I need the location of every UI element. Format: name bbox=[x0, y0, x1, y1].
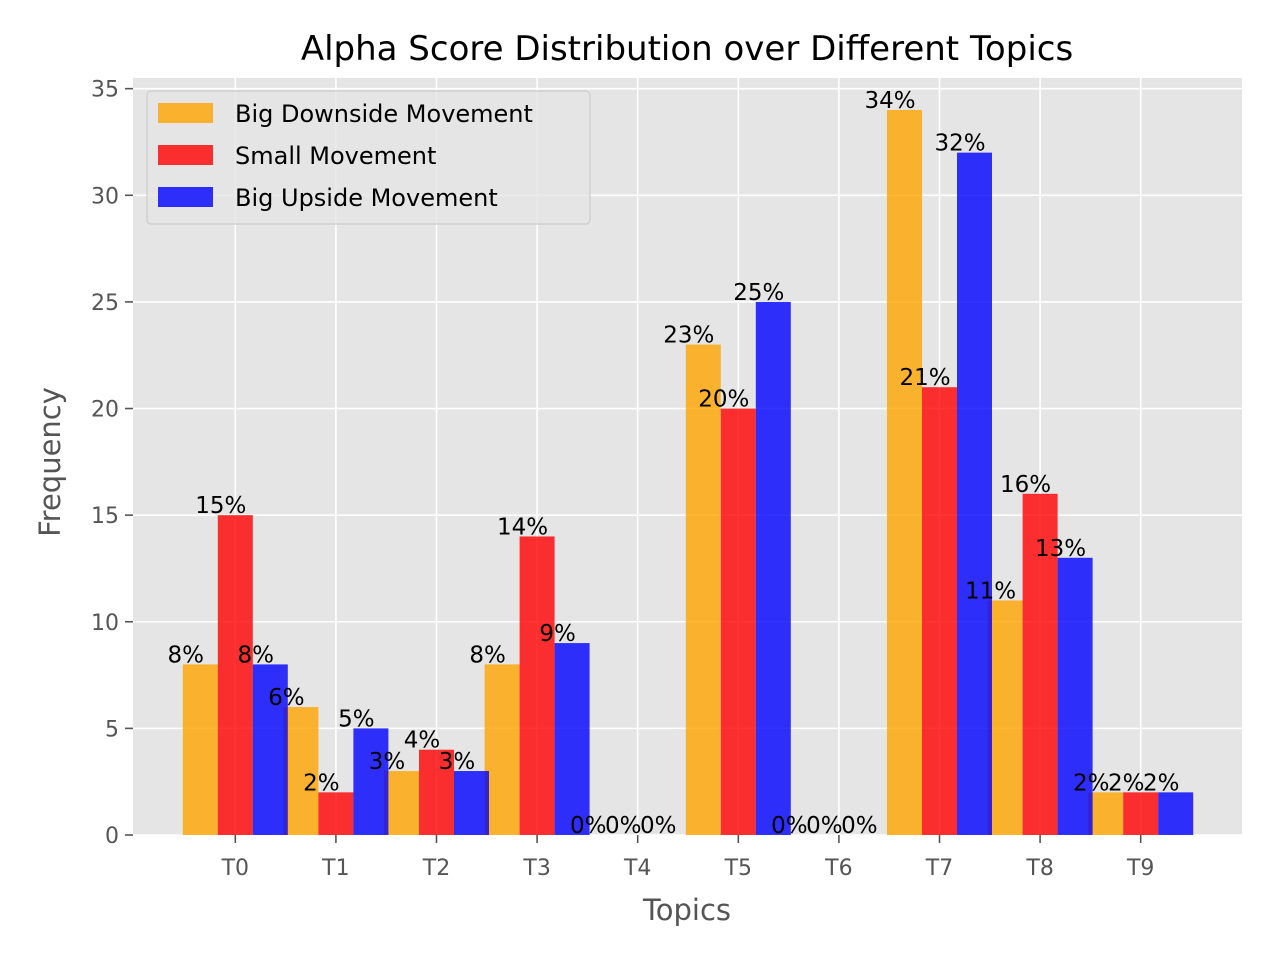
data-label: 23% bbox=[663, 323, 714, 349]
x-tick-label: T5 bbox=[724, 856, 752, 881]
data-label: 2% bbox=[1108, 770, 1145, 796]
x-tick-label: T8 bbox=[1025, 856, 1053, 881]
data-label: 0% bbox=[771, 813, 808, 839]
data-label: 0% bbox=[640, 813, 677, 839]
x-tick-label: T9 bbox=[1126, 856, 1154, 881]
bar bbox=[454, 771, 489, 835]
legend-label: Small Movement bbox=[235, 142, 436, 170]
bar bbox=[987, 600, 1023, 835]
x-tick-label: T3 bbox=[522, 856, 550, 881]
data-label: 6% bbox=[268, 685, 305, 711]
data-label: 8% bbox=[168, 642, 205, 668]
x-tick-label: T1 bbox=[321, 856, 349, 881]
bar bbox=[887, 109, 922, 836]
bar bbox=[519, 536, 555, 835]
bar bbox=[283, 707, 319, 835]
data-label: 8% bbox=[238, 642, 275, 668]
bar bbox=[1158, 792, 1194, 835]
data-label: 16% bbox=[1000, 472, 1051, 498]
bar bbox=[252, 664, 288, 835]
bar bbox=[685, 344, 721, 835]
x-tick-label: T4 bbox=[623, 856, 651, 881]
x-tick-label: T7 bbox=[925, 856, 953, 881]
y-tick-label: 0 bbox=[105, 824, 119, 849]
y-tick-label: 10 bbox=[91, 611, 119, 636]
data-label: 11% bbox=[965, 578, 1016, 604]
y-tick-label: 30 bbox=[91, 184, 119, 209]
data-label: 4% bbox=[404, 728, 441, 754]
x-tick-label: T6 bbox=[824, 856, 852, 881]
legend-swatch bbox=[158, 187, 213, 207]
data-label: 34% bbox=[864, 88, 915, 114]
data-label: 13% bbox=[1035, 536, 1086, 562]
data-label: 0% bbox=[570, 813, 607, 839]
data-label: 3% bbox=[439, 749, 476, 775]
data-label: 2% bbox=[1073, 770, 1110, 796]
bar bbox=[1123, 792, 1159, 835]
bar bbox=[217, 515, 253, 835]
bar bbox=[1022, 493, 1058, 835]
legend: Big Downside Movement Small Movement Big U… bbox=[146, 90, 591, 225]
data-label: 9% bbox=[539, 621, 576, 647]
legend-label: Big Downside Movement bbox=[235, 100, 533, 128]
data-label: 14% bbox=[497, 514, 548, 540]
bars bbox=[182, 109, 1194, 836]
data-label: 0% bbox=[841, 813, 878, 839]
bar bbox=[720, 408, 756, 835]
data-label: 0% bbox=[806, 813, 843, 839]
bar bbox=[419, 749, 454, 835]
chart-title: Alpha Score Distribution over Different … bbox=[301, 29, 1073, 69]
bar bbox=[957, 152, 992, 836]
y-axis-label: Frequency bbox=[33, 387, 67, 537]
data-label: 32% bbox=[934, 131, 985, 157]
bar bbox=[922, 387, 957, 835]
data-label: 5% bbox=[338, 706, 375, 732]
bar bbox=[353, 728, 389, 835]
bar bbox=[755, 301, 791, 836]
data-label: 20% bbox=[698, 387, 749, 413]
bar bbox=[318, 792, 354, 835]
data-label: 15% bbox=[195, 493, 246, 519]
data-labels: 8% 6% 3% 8% 0% 23% 0% 34% 11% 2% 15% 2% 4% 14% 0% 20% 0%… bbox=[168, 88, 1180, 839]
legend-swatch bbox=[158, 145, 213, 165]
legend-label: Big Upside Movement bbox=[235, 184, 498, 212]
x-tick-label: T2 bbox=[422, 856, 450, 881]
y-tick-label: 20 bbox=[91, 398, 119, 423]
data-label: 2% bbox=[303, 770, 340, 796]
bar bbox=[484, 664, 520, 835]
y-tick-label: 25 bbox=[91, 291, 119, 316]
legend-swatch bbox=[158, 103, 213, 123]
x-tick-label: T0 bbox=[221, 856, 249, 881]
bar bbox=[554, 643, 590, 835]
y-tick-label: 15 bbox=[91, 504, 119, 529]
y-tick-label: 35 bbox=[91, 78, 119, 103]
data-label: 21% bbox=[899, 365, 950, 391]
data-label: 0% bbox=[605, 813, 642, 839]
bar bbox=[1088, 792, 1124, 835]
y-tick-label: 5 bbox=[105, 717, 119, 742]
data-label: 25% bbox=[733, 280, 784, 306]
data-label: 2% bbox=[1143, 770, 1180, 796]
axes: 0 5 10 15 20 25 30 35 T0 T1 T2 T3 T4 T5 T6 T7 T8 T9 bbox=[91, 78, 1154, 881]
bar bbox=[1057, 557, 1093, 835]
legend-box bbox=[146, 90, 591, 225]
data-label: 8% bbox=[469, 642, 506, 668]
bar bbox=[384, 771, 419, 835]
x-axis-label: Topics bbox=[642, 893, 731, 927]
bar bbox=[182, 664, 218, 835]
data-label: 3% bbox=[369, 749, 406, 775]
